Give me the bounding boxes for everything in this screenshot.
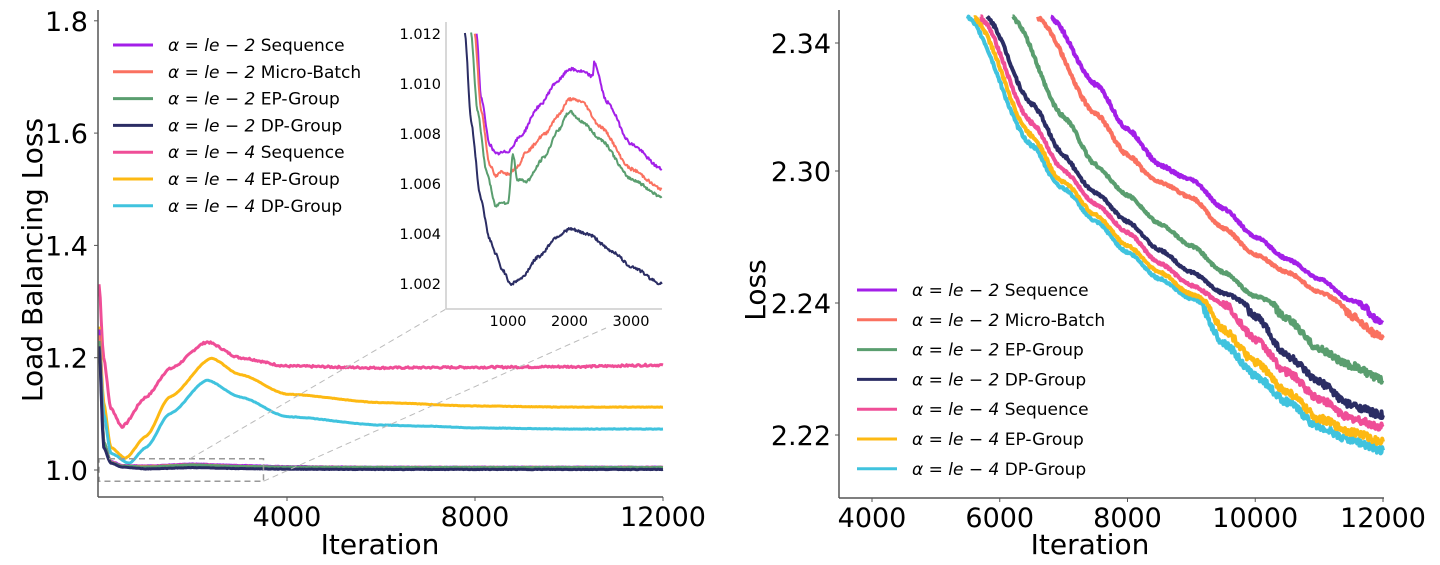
x-tick-label: 10000 — [1212, 503, 1298, 534]
line-le-2-ep-group — [97, 340, 664, 470]
inset-y-tick-label: 1.008 — [399, 127, 441, 143]
legend-label: α = le − 4 Sequence — [168, 143, 345, 163]
legend-item-a2-sequence: α = le − 2 Sequence — [857, 281, 1089, 301]
y-tick-label: 2.24 — [771, 289, 831, 320]
x-tick-label: 4000 — [253, 502, 322, 533]
legend-label: α = le − 4 Sequence — [912, 400, 1089, 420]
legend-label: α = le − 4 DP-Group — [168, 197, 342, 217]
right-series-group — [965, 14, 1385, 456]
legend-label: α = le − 2 Micro-Batch — [912, 311, 1105, 331]
line-le-4-dp-group — [97, 335, 664, 465]
inset-x-tick-label: 2000 — [551, 314, 588, 330]
line-le-4-ep-group — [97, 326, 664, 460]
x-tick-label: 4000 — [838, 503, 907, 534]
legend-label: α = le − 4 EP-Group — [168, 170, 340, 190]
zoom-connector-line — [189, 308, 447, 460]
inset-x-tick-label: 3000 — [613, 314, 650, 330]
inset-y-tick-label: 1.010 — [399, 77, 441, 93]
inset-y-tick-label: 1.002 — [399, 277, 441, 293]
inset-y-tick-label: 1.006 — [399, 177, 441, 193]
line-le-2-sequence — [1049, 14, 1385, 325]
legend-item-a4-sequence: α = le − 4 Sequence — [857, 400, 1089, 420]
legend-label: α = le − 2 Sequence — [912, 281, 1089, 301]
legend-label: α = le − 4 EP-Group — [912, 430, 1084, 450]
legend-item-a2-epgroup: α = le − 2 EP-Group — [113, 90, 340, 110]
line-le-4-ep-group — [973, 15, 1385, 446]
legend-label: α = le − 2 EP-Group — [168, 90, 340, 110]
legend-label: α = le − 2 Micro-Batch — [168, 63, 361, 83]
legend-label: α = le − 2 Sequence — [168, 36, 345, 56]
load-balancing-chart: 1.01.21.41.61.8 4000 8000 12000 Iteration … — [16, 7, 706, 561]
line-le-4-dp-group — [965, 14, 1385, 456]
right-y-ticks: 2.22 2.24 2.30 2.34 — [771, 29, 839, 452]
legend-item-a2-epgroup: α = le − 2 EP-Group — [857, 341, 1084, 361]
x-tick-label: 6000 — [965, 503, 1034, 534]
inset-y-tick-label: 1.004 — [399, 227, 441, 243]
inset-y-ticks: 1.002 1.004 1.006 1.008 1.010 1.012 — [399, 27, 441, 293]
legend-item-a4-epgroup: α = le − 4 EP-Group — [857, 430, 1084, 450]
inset-line-a2-sequence — [475, 33, 663, 171]
right-legend: α = le − 2 Sequence α = le − 2 Micro-Batc… — [857, 281, 1105, 480]
legend-item-a4-dpgroup: α = le − 4 DP-Group — [857, 460, 1086, 480]
legend-item-a2-microbatch: α = le − 2 Micro-Batch — [857, 311, 1105, 331]
inset-line-a2-epgroup — [470, 32, 663, 208]
x-tick-label: 8000 — [441, 502, 510, 533]
left-x-ticks: 4000 8000 12000 — [253, 497, 706, 533]
left-y-axis-label: Load Balancing Loss — [16, 118, 49, 402]
x-tick-label: 12000 — [620, 502, 706, 533]
zoom-region-box — [98, 458, 265, 482]
y-tick-label: 1.2 — [45, 344, 88, 375]
left-x-axis-label: Iteration — [321, 528, 440, 561]
y-tick-label: 1.0 — [45, 456, 88, 487]
left-series-group — [97, 284, 664, 472]
line-le-4-sequence — [97, 284, 664, 429]
right-y-axis-label: Loss — [739, 259, 772, 320]
legend-item-a4-epgroup: α = le − 4 EP-Group — [113, 170, 340, 190]
y-tick-label: 1.6 — [45, 119, 88, 150]
line-le-4-sequence — [979, 14, 1385, 432]
inset-y-tick-label: 1.012 — [399, 27, 441, 43]
left-y-ticks: 1.0 1.2 1.4 1.6 1.8 — [45, 7, 98, 487]
y-tick-label: 1.8 — [45, 7, 88, 38]
zoom-connector-line — [263, 327, 607, 482]
right-x-axis-label: Iteration — [1031, 528, 1150, 561]
legend-label: α = le − 2 DP-Group — [168, 116, 342, 136]
x-tick-label: 12000 — [1340, 503, 1426, 534]
inset-x-tick-label: 1000 — [490, 314, 527, 330]
x-tick-label: 8000 — [1093, 503, 1162, 534]
legend-item-a2-sequence: α = le − 2 Sequence — [113, 36, 345, 56]
legend-item-a2-dpgroup: α = le − 2 DP-Group — [857, 370, 1086, 390]
y-tick-label: 2.34 — [771, 29, 831, 60]
right-x-ticks: 4000 6000 8000 10000 12000 — [838, 498, 1426, 534]
legend-label: α = le − 2 EP-Group — [912, 341, 1084, 361]
line-le-2-ep-group — [1011, 14, 1385, 385]
line-le-2-dp-group — [97, 346, 664, 472]
line-le-2-micro-batch — [1036, 15, 1385, 341]
y-tick-label: 2.22 — [771, 421, 831, 452]
y-tick-label: 2.30 — [771, 157, 831, 188]
legend-item-a2-microbatch: α = le − 2 Micro-Batch — [113, 63, 361, 83]
inset-chart: 1.002 1.004 1.006 1.008 1.010 1.012 1000 2000 3… — [399, 22, 663, 330]
legend-item-a4-sequence: α = le − 4 Sequence — [113, 143, 345, 163]
legend-item-a4-dpgroup: α = le − 4 DP-Group — [113, 197, 342, 217]
line-le-2-sequence — [97, 329, 664, 469]
legend-label: α = le − 4 DP-Group — [912, 460, 1086, 480]
legend-item-a2-dpgroup: α = le − 2 DP-Group — [113, 116, 342, 136]
y-tick-label: 1.4 — [45, 231, 88, 262]
inset-x-ticks: 1000 2000 3000 — [490, 314, 650, 330]
legend-label: α = le − 2 DP-Group — [912, 370, 1086, 390]
left-legend: α = le − 2 Sequence α = le − 2 Micro-Batc… — [113, 36, 361, 217]
loss-chart: 2.222.242.302.34 4000 6000 8000 10000 12000 … — [739, 10, 1426, 561]
inset-line-a2-microbatch — [473, 33, 663, 191]
inset-line-a2-dpgroup — [463, 32, 663, 286]
line-le-2-dp-group — [985, 15, 1385, 420]
inset-series-group — [463, 32, 663, 286]
